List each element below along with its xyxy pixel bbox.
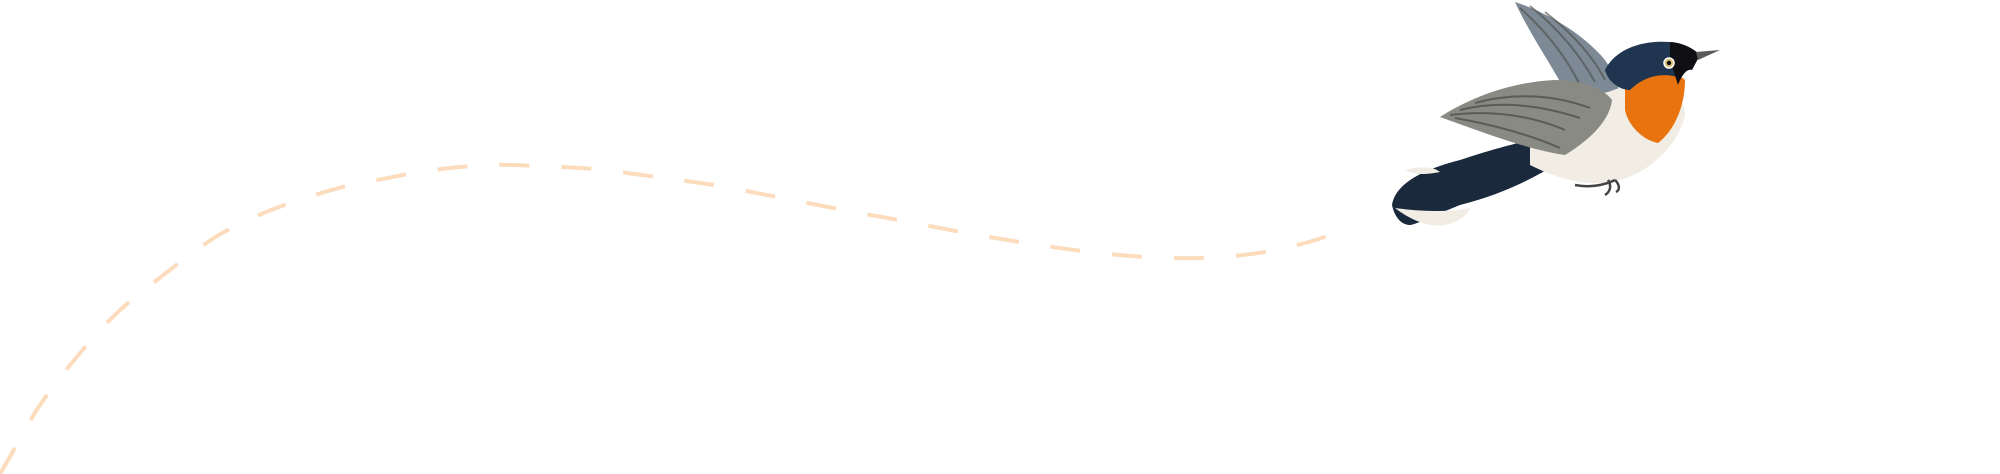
bird-icon [1392, 2, 1720, 226]
upper-wing [1515, 2, 1619, 100]
tail-tip [1395, 208, 1470, 226]
tail [1392, 140, 1555, 225]
feet [1574, 178, 1621, 197]
dashed-flight-path [0, 162, 1353, 474]
beak [1696, 50, 1720, 60]
throat [1625, 74, 1685, 143]
